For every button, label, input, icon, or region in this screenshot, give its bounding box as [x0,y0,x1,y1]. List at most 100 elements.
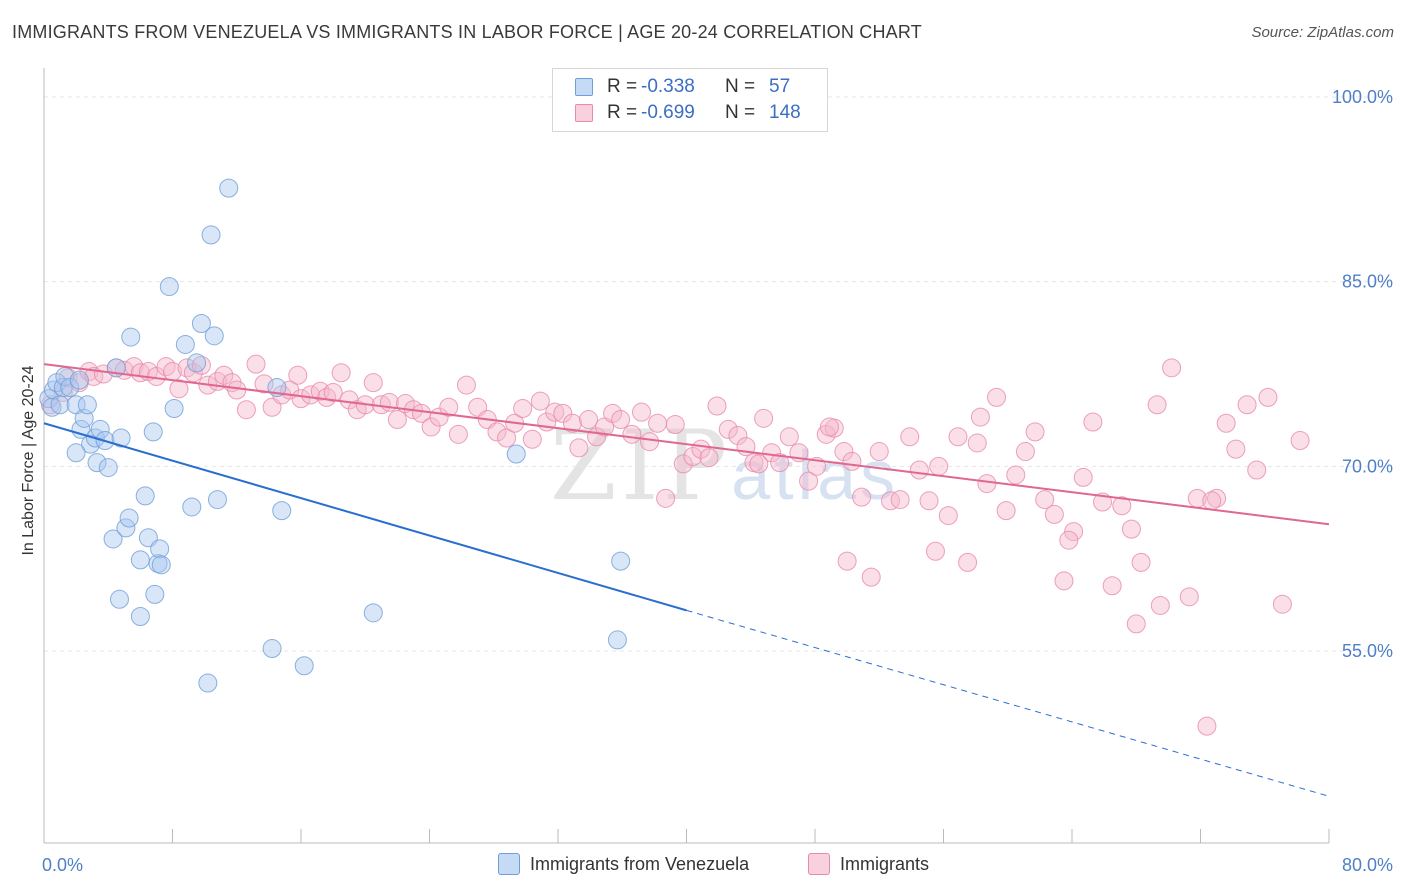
immigrants-point [640,432,660,452]
immigrants-trend-line [43,363,1330,526]
immigrants-point [925,541,945,561]
immigrants-point [1054,571,1074,591]
venezuela-point [219,178,239,198]
immigrants-point [632,402,652,422]
venezuela-point [164,398,184,418]
axis-labels: 55.0% 70.0% 85.0% 100.0% 0.0% 80.0% In Labor F… [20,87,1393,875]
immigrants-point [799,471,819,491]
venezuela-point [175,334,195,354]
legend-n-label: N = [725,102,756,123]
immigrants-point [421,417,441,437]
immigrants-point [1226,439,1246,459]
immigrants-point [880,491,900,511]
immigrants-point [1162,358,1182,378]
immigrants-point [288,365,308,385]
venezuela-point [182,497,202,517]
legend-r-value: -0.338 [641,76,695,97]
immigrants-point [177,358,197,378]
y-tick-label: 55.0% [1342,641,1393,661]
venezuela-point [150,539,170,559]
immigrants-point [487,422,507,442]
immigrants-point [622,424,642,444]
venezuela-point [98,458,118,478]
immigrants-point [699,448,719,468]
venezuela-points [39,178,631,693]
immigrants-point [967,433,987,453]
immigrants-point [1015,442,1035,462]
immigrants-point [448,424,468,444]
venezuela-point [130,607,150,627]
immigrants-point [1102,576,1122,596]
venezuela-point [47,373,67,393]
venezuela-point [262,639,282,659]
legend-n-value: 148 [769,102,801,123]
immigrants-point [909,460,929,480]
venezuela-point [207,490,227,510]
chart-title: IMMIGRANTS FROM VENEZUELA VS IMMIGRANTS … [12,22,922,42]
immigrants-point [770,453,790,473]
immigrants-point [1006,465,1026,485]
immigrants-point [236,400,256,420]
immigrants-point [919,491,939,511]
venezuela-point [294,656,314,676]
immigrants-point [301,385,321,405]
trend-lines [43,363,1330,797]
immigrants-point [1073,467,1093,487]
immigrants-point [1044,504,1064,524]
immigrants-point [522,429,542,449]
venezuela-point [121,327,141,347]
immigrants-point [1025,422,1045,442]
immigrants-point [156,357,176,377]
immigrants-point [513,398,533,418]
immigrants-point [191,355,211,375]
venezuela-point [135,486,155,506]
immigrants-point [1197,716,1217,736]
immigrants-point [718,419,738,439]
venezuela-point [198,673,218,693]
bottom-legend-immigrants: Immigrants [808,852,929,876]
immigrants-point [996,501,1016,521]
venezuela-point [363,603,383,623]
immigrants-point [1202,491,1222,511]
venezuela-point [191,314,211,334]
immigrants-point [93,364,113,384]
immigrants-point [938,506,958,526]
legend-r-value: -0.699 [641,102,695,123]
immigrants-point [1035,490,1055,510]
immigrants-point [977,474,997,494]
legend-n-label: N = [725,76,756,97]
venezuela-point [143,422,163,442]
immigrants-point [665,414,685,434]
legend-swatch-blue [575,78,593,96]
immigrants-point [169,379,189,399]
immigrants-point [611,410,631,430]
immigrants-point [603,403,623,423]
immigrants-point [1179,587,1199,607]
venezuela-point [69,370,89,390]
legend-swatch-pink [575,104,593,122]
venezuela-point [87,453,107,473]
immigrants-point [553,403,573,423]
immigrants-point [363,373,383,393]
legend-row-immigrants: R = -0.699 N = 148 [575,101,801,125]
y-tick-label: 100.0% [1332,87,1393,107]
immigrants-point [1247,460,1267,480]
legend-r-label: R = [607,76,638,97]
bottom-legend-swatch-pink [808,853,830,875]
immigrants-point [562,413,582,433]
immigrants-point [842,451,862,471]
venezuela-point [148,554,168,574]
immigrants-point [1083,412,1103,432]
immigrants-point [530,391,550,411]
immigrants-point [749,454,769,474]
venezuela-point [103,529,123,549]
venezuela-point [607,630,627,650]
venezuela-point [42,397,62,417]
venezuela-trend-line [43,422,687,612]
immigrants-point [958,552,978,572]
immigrants-point [1258,387,1278,407]
immigrants-point [1237,395,1257,415]
immigrants-point [929,456,949,476]
venezuela-point [506,444,526,464]
immigrants-point [1290,430,1310,450]
